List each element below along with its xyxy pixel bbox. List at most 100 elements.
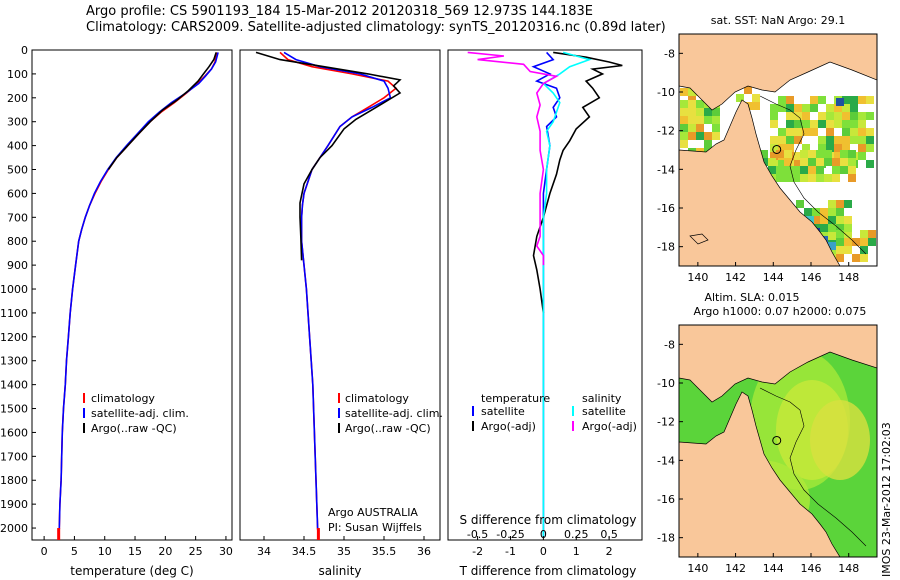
y-tick-label: 900	[7, 259, 28, 272]
sst-cell	[844, 238, 852, 246]
sst-cell	[824, 174, 832, 182]
sst-cell	[808, 174, 816, 182]
sst-cell	[770, 152, 778, 160]
series-line-salinity-2	[255, 51, 402, 261]
sla-map-subtitle: Argo h1000: 0.07 h2000: 0.075	[694, 305, 867, 318]
sst-cell	[850, 104, 858, 112]
x-tick-label: 20	[158, 545, 172, 558]
sst-cell	[680, 116, 688, 124]
sst-cell	[840, 166, 848, 174]
sla-map-title: Altim. SLA: 0.015	[704, 291, 799, 304]
sst-cell	[808, 158, 816, 166]
sst-map-panel: sat. SST: NaN Argo: 29.1 140 142 144 146 148…	[657, 14, 878, 284]
sst-cell	[770, 112, 778, 120]
sst-cell	[860, 254, 868, 262]
sst-cell	[688, 108, 696, 116]
sst-cell	[828, 216, 836, 224]
sst-cell	[696, 124, 704, 132]
sst-cell	[824, 158, 832, 166]
sst-cell	[852, 238, 860, 246]
sst-cell	[680, 88, 688, 96]
sst-cell	[786, 144, 794, 152]
sst-cell	[784, 166, 792, 174]
sst-cell	[868, 238, 876, 246]
sst-cell	[858, 120, 866, 128]
sst-cell	[800, 150, 808, 158]
sst-map-png-land	[679, 34, 877, 111]
map-x-tick-label: 140	[687, 562, 708, 575]
sst-cell	[834, 120, 842, 128]
sst-cell	[792, 174, 800, 182]
sst-map-island	[689, 233, 709, 245]
sst-cell	[794, 136, 802, 144]
difference-panel: -2 -1 0 1 2 -0.5 -0.25 0 0.25 0.5 T difference fr…	[447, 49, 643, 578]
legend-argo: Argo(..raw -QC)	[91, 422, 177, 435]
y-tick-label: 300	[7, 116, 28, 129]
temperature-panel: 0 5 10 15 20 25 30 0 100 200 300 400 500 600 700 800 90…	[0, 44, 233, 578]
top-x-tick-label: -0.5	[467, 528, 488, 541]
sst-cell	[826, 120, 834, 128]
legend-sal-satellite: satellite	[582, 405, 626, 418]
y-tick-label: 0	[21, 44, 28, 57]
legend-climatology: climatology	[91, 392, 155, 405]
sst-cell	[792, 166, 800, 174]
sst-cell	[842, 112, 850, 120]
sst-cell	[784, 150, 792, 158]
sst-cell	[800, 174, 808, 182]
argo-program-label: Argo AUSTRALIA	[328, 506, 418, 519]
sst-cell	[840, 150, 848, 158]
top-x-tick-label: -0.25	[496, 528, 524, 541]
sst-cell	[770, 120, 778, 128]
x-tick-label: 0	[540, 545, 547, 558]
sst-cell	[834, 112, 842, 120]
legend-salinity-title: salinity	[582, 392, 622, 405]
map-x-tick-label: 146	[801, 562, 822, 575]
sst-cell	[836, 200, 844, 208]
sst-cell	[778, 104, 786, 112]
sst-cell	[802, 144, 810, 152]
sst-cell	[804, 208, 812, 216]
map-x-tick-label: 148	[838, 562, 859, 575]
sst-cell	[826, 144, 834, 152]
temperature-xlabel: temperature (deg C)	[70, 564, 193, 578]
sst-cell	[836, 238, 844, 246]
sst-cell	[858, 112, 866, 120]
sst-cell	[770, 136, 778, 144]
y-tick-label: 100	[7, 68, 28, 81]
sst-cell	[828, 242, 836, 250]
salinity-plot-frame	[239, 49, 441, 541]
sst-cell	[820, 216, 828, 224]
sst-cell	[836, 246, 844, 254]
map-y-tick-label: -8	[664, 47, 675, 60]
sst-cell	[842, 136, 850, 144]
sst-cell	[832, 158, 840, 166]
sst-cell	[696, 132, 704, 140]
sst-cell	[828, 208, 836, 216]
sla-map-cape-york-land	[679, 391, 841, 557]
sst-cell	[786, 96, 794, 104]
sst-cell	[688, 132, 696, 140]
sst-cell	[688, 116, 696, 124]
sla-map-panel: Altim. SLA: 0.015 Argo h1000: 0.07 h2000…	[657, 291, 878, 575]
y-tick-label: 1400	[0, 379, 28, 392]
legend-argo: Argo(..raw -QC)	[345, 422, 431, 435]
legend-satellite-adj: satellite-adj. clim.	[345, 407, 443, 420]
sst-cell	[836, 254, 844, 262]
legend-sal-argo: Argo(-adj)	[582, 420, 637, 433]
sst-cell	[816, 174, 824, 182]
sst-cell	[802, 112, 810, 120]
map-y-tick-label: -10	[657, 377, 675, 390]
sst-cell	[834, 152, 842, 160]
y-tick-label: 200	[7, 92, 28, 105]
x-tick-label: -1	[505, 545, 516, 558]
sst-cell	[712, 108, 720, 116]
sst-cell	[802, 104, 810, 112]
sst-cell	[866, 128, 874, 136]
difference-plot-frame	[447, 49, 643, 541]
top-x-tick-label: 0	[540, 528, 547, 541]
x-tick-label: 34.5	[292, 545, 317, 558]
y-tick-label: 2000	[0, 522, 28, 535]
sst-cell	[850, 120, 858, 128]
argo-pi-label: PI: Susan Wijffels	[328, 521, 422, 534]
y-tick-label: 1600	[0, 426, 28, 439]
